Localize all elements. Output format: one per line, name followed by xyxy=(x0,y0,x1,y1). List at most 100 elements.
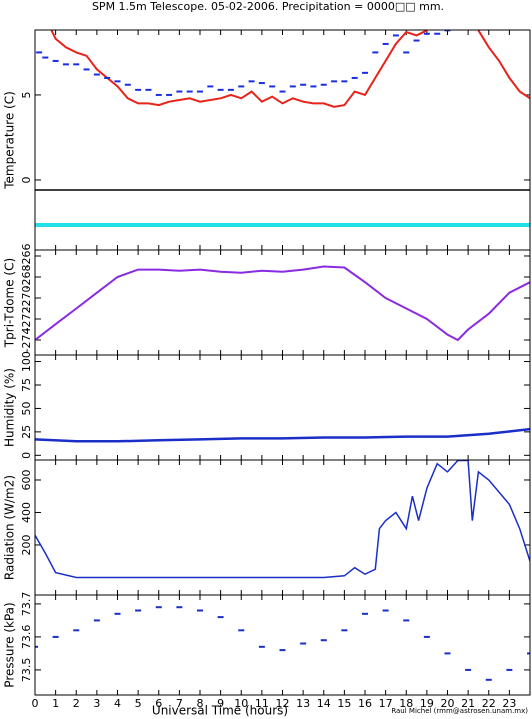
y-tick-label: 0 xyxy=(20,176,33,183)
data-point xyxy=(135,609,142,612)
data-point xyxy=(403,51,410,54)
data-point xyxy=(73,629,80,632)
data-point xyxy=(320,83,327,86)
y-tick-label: 0 xyxy=(20,452,33,459)
x-tick-label: 1 xyxy=(52,697,59,710)
credit: Raul Michel (rmm@astrosen.unam.mx) xyxy=(391,707,528,715)
data-point xyxy=(444,30,451,32)
y-tick-label: -272 xyxy=(20,307,33,332)
x-tick-label: 14 xyxy=(317,697,331,710)
data-point xyxy=(227,88,234,91)
x-tick-label: 10 xyxy=(234,697,248,710)
data-point xyxy=(413,39,420,42)
data-point xyxy=(42,56,49,59)
x-tick-label: 9 xyxy=(217,697,224,710)
x-tick-label: 19 xyxy=(420,697,434,710)
x-tick-label: 2 xyxy=(73,697,80,710)
data-point xyxy=(320,639,327,642)
x-tick-label: 16 xyxy=(358,697,372,710)
data-point xyxy=(341,80,348,83)
data-point xyxy=(362,612,368,615)
data-point xyxy=(62,63,69,66)
data-point xyxy=(124,83,131,86)
data-point xyxy=(372,51,379,54)
data-point xyxy=(279,90,286,93)
data-point xyxy=(155,93,162,96)
data-point xyxy=(258,645,265,648)
data-point xyxy=(527,652,530,655)
data-point xyxy=(248,80,255,83)
data-point xyxy=(465,668,472,671)
data-point xyxy=(485,678,492,681)
y-axis-label: Pressure (kPa) xyxy=(3,602,17,687)
data-point xyxy=(93,619,100,622)
data-point xyxy=(114,80,121,83)
y-tick-label: 75 xyxy=(20,378,33,392)
x-tick-label: 5 xyxy=(135,697,142,710)
x-tick-label: 12 xyxy=(276,697,290,710)
y-tick-label: 200 xyxy=(20,534,33,555)
data-point xyxy=(258,82,265,85)
y-axis-label: Radiation (W/m2) xyxy=(3,475,17,580)
data-point xyxy=(197,609,203,612)
data-point xyxy=(331,80,338,83)
x-tick-label: 0 xyxy=(32,697,39,710)
y-tick-label: 600 xyxy=(20,469,33,490)
data-point xyxy=(217,616,224,619)
x-tick-label: 7 xyxy=(176,697,183,710)
x-tick-label: 3 xyxy=(93,697,100,710)
data-point xyxy=(362,71,368,74)
y-axis-label: Temperature (C) xyxy=(3,91,17,190)
data-point xyxy=(166,93,173,96)
data-point xyxy=(36,51,43,54)
y-axis-label: Tpri-Tdome (C) xyxy=(3,258,17,348)
data-point xyxy=(444,652,451,655)
y-tick-label: 25 xyxy=(20,425,33,439)
x-axis-label: Universal Time (hours) xyxy=(152,704,288,718)
x-tick-label: 17 xyxy=(379,697,393,710)
data-point xyxy=(506,668,513,671)
data-point xyxy=(197,90,203,93)
data-line xyxy=(477,30,530,100)
data-point xyxy=(93,73,100,76)
data-point xyxy=(382,609,389,612)
data-point xyxy=(269,85,276,88)
y-tick-label: 50 xyxy=(20,401,33,415)
y-tick-label: -270 xyxy=(20,286,33,311)
x-tick-label: 23 xyxy=(502,697,516,710)
panel-frame xyxy=(34,354,531,461)
y-tick-label: 73.6 xyxy=(20,625,33,650)
data-point xyxy=(423,635,430,638)
y-tick-label: 100 xyxy=(20,351,33,372)
y-tick-label: 400 xyxy=(20,502,33,523)
data-point xyxy=(434,32,441,35)
x-tick-label: 8 xyxy=(197,697,204,710)
y-tick-label: 5 xyxy=(20,91,33,98)
data-point xyxy=(300,642,307,645)
data-point xyxy=(114,612,121,615)
data-line xyxy=(35,427,530,443)
y-tick-label: -266 xyxy=(20,244,33,269)
panel-frame xyxy=(34,594,531,696)
data-point xyxy=(392,34,399,37)
data-point xyxy=(382,42,389,45)
x-tick-label: 13 xyxy=(296,697,310,710)
y-tick-label: -268 xyxy=(20,265,33,290)
data-point xyxy=(289,85,296,88)
data-point xyxy=(155,606,162,609)
data-point xyxy=(52,635,59,638)
data-point xyxy=(300,83,307,86)
x-tick-label: 15 xyxy=(337,697,351,710)
data-point xyxy=(73,63,80,66)
chart-title: SPM 1.5m Telescope. 05-02-2006. Precipit… xyxy=(92,0,444,13)
data-point xyxy=(238,629,245,632)
data-point xyxy=(186,90,193,93)
data-point xyxy=(341,629,348,632)
y-tick-label: 73.5 xyxy=(20,658,33,683)
data-point xyxy=(351,76,358,79)
data-point xyxy=(35,645,38,648)
panel-frame xyxy=(34,459,531,596)
data-point xyxy=(83,68,90,71)
y-axis-label: Humidity (%) xyxy=(3,368,17,447)
